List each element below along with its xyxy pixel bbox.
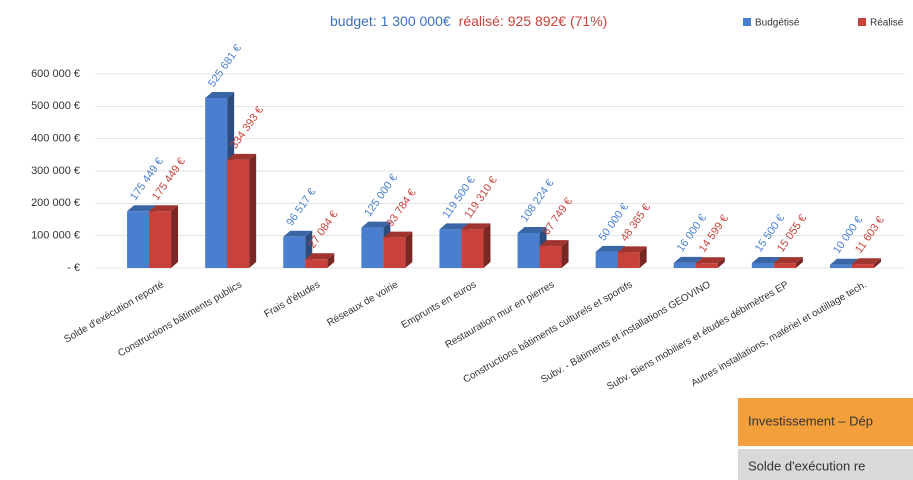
bar-top	[539, 240, 569, 247]
bar-top	[149, 205, 179, 212]
bar-side	[171, 205, 179, 268]
bar-top	[283, 230, 313, 237]
bar-front	[617, 252, 640, 268]
value-label: 96 517 €	[284, 186, 318, 228]
bar-side	[561, 240, 569, 268]
bar-top	[595, 245, 625, 252]
bar-front	[851, 264, 874, 268]
bar-top	[751, 256, 781, 263]
bar-front	[205, 98, 228, 268]
bar-top	[851, 258, 881, 265]
bar-top	[617, 246, 647, 253]
x-tick-label: Réseaux de voirie	[325, 279, 400, 329]
bar-top	[829, 258, 859, 265]
bar-top	[461, 223, 491, 230]
bar-front	[383, 237, 406, 268]
bar-front	[751, 262, 774, 268]
legend-label: Budgétisé	[755, 18, 800, 29]
x-tick-label: Emprunts en euros	[400, 279, 479, 331]
legend-swatch	[743, 18, 751, 26]
bar-side	[639, 246, 647, 268]
bar-front	[361, 227, 384, 268]
legend-swatch	[858, 18, 866, 26]
bar-top	[439, 223, 469, 230]
bar	[695, 257, 725, 268]
bar-front	[517, 233, 540, 268]
y-tick-label: 500 000 €	[31, 100, 80, 112]
bar	[383, 231, 413, 268]
bar-front	[439, 229, 462, 268]
bar-top	[305, 253, 335, 260]
bar	[773, 257, 803, 268]
bar-top	[673, 256, 703, 263]
bar-side	[483, 223, 491, 268]
y-tick-label: 100 000 €	[31, 230, 80, 242]
bar-side	[873, 258, 881, 268]
legend-label: Réalisé	[870, 18, 904, 29]
table-header-bg	[738, 398, 913, 446]
bar-side	[327, 253, 335, 268]
bar-front	[595, 251, 618, 268]
chart-subtitle: budget: 1 300 000€ réalisé: 925 892€ (71%…	[330, 13, 607, 29]
x-tick-label: Frais d'études	[262, 279, 322, 320]
bar-front	[149, 211, 172, 268]
bar	[461, 223, 491, 268]
bar-front	[127, 211, 150, 268]
x-tick-label: Constructions bâtiments culturels et spo…	[461, 279, 634, 385]
x-tick-label: Autres installations, matériel et outill…	[689, 279, 868, 389]
x-tick-label: Subv. - Bâtiments et installations GEOVI…	[539, 279, 713, 386]
bar	[227, 153, 257, 268]
bar	[149, 205, 179, 268]
bar-side	[249, 153, 257, 268]
table-header: Investissement – Dép	[748, 413, 873, 428]
bar-top	[517, 227, 547, 234]
bar-front	[673, 262, 696, 268]
bar-side	[795, 257, 803, 268]
y-tick-label: - €	[67, 262, 80, 274]
bar	[851, 258, 881, 268]
bar-side	[405, 231, 413, 268]
realise-summary: réalisé: 925 892€ (71%)	[459, 13, 608, 29]
value-label: 67 749 €	[541, 196, 575, 238]
bar	[617, 246, 647, 268]
value-label: 525 681 €	[206, 42, 244, 89]
table-row-bg	[738, 449, 913, 480]
bar-top	[773, 257, 803, 264]
x-tick-label: Constructions bâtiments publics	[116, 279, 244, 359]
bar-top	[127, 205, 157, 212]
value-label: 27 084 €	[306, 209, 340, 251]
bar-front	[227, 159, 250, 268]
bar-top	[695, 257, 725, 264]
budget-summary: budget: 1 300 000€	[330, 13, 451, 29]
table-cell: Solde d'exécution re	[748, 458, 865, 473]
y-tick-label: 400 000 €	[31, 133, 80, 145]
bar	[305, 253, 335, 268]
bar-top	[227, 153, 257, 160]
bar-front	[539, 246, 562, 268]
bar-front	[773, 263, 796, 268]
bar	[539, 240, 569, 268]
bar-top	[205, 92, 235, 99]
y-tick-label: 200 000 €	[31, 197, 80, 209]
bar-front	[695, 263, 718, 268]
bar-top	[361, 221, 391, 228]
bar-front	[461, 229, 484, 268]
y-tick-label: 300 000 €	[31, 165, 80, 177]
bar-front	[283, 236, 306, 268]
bar-front	[829, 264, 852, 268]
bar-front	[305, 259, 328, 268]
y-tick-label: 600 000 €	[31, 68, 80, 80]
bar-top	[383, 231, 413, 238]
bar-side	[717, 257, 725, 268]
